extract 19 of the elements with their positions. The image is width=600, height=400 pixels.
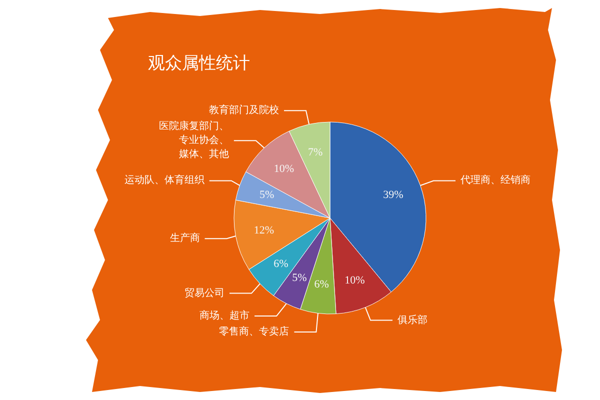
slice-label: 零售商、专卖店 xyxy=(219,326,290,338)
data-label: 10% xyxy=(344,274,365,286)
slice-label: 商场、超市 xyxy=(200,310,250,322)
slice-label: 贸易公司 xyxy=(184,286,224,299)
data-label: 6% xyxy=(274,258,288,270)
slice-label: 俱乐部 xyxy=(397,314,428,326)
slice-label: 医院康复部门、专业协会、媒体、其他 xyxy=(158,120,229,160)
chart-title: 观众属性统计 xyxy=(148,54,250,74)
data-label: 10% xyxy=(274,163,294,176)
slice-label: 运动队、体育组织 xyxy=(124,174,204,186)
data-label: 5% xyxy=(259,189,274,202)
data-label: 7% xyxy=(308,146,323,158)
data-label: 6% xyxy=(314,278,329,291)
slice-label: 代理商、经销商 xyxy=(459,174,530,186)
slice-label: 生产商 xyxy=(170,232,200,244)
data-label: 12% xyxy=(254,224,274,237)
data-label: 5% xyxy=(292,272,307,284)
slice-label: 教育部门及院校 xyxy=(209,104,280,116)
data-label: 39% xyxy=(383,189,404,202)
